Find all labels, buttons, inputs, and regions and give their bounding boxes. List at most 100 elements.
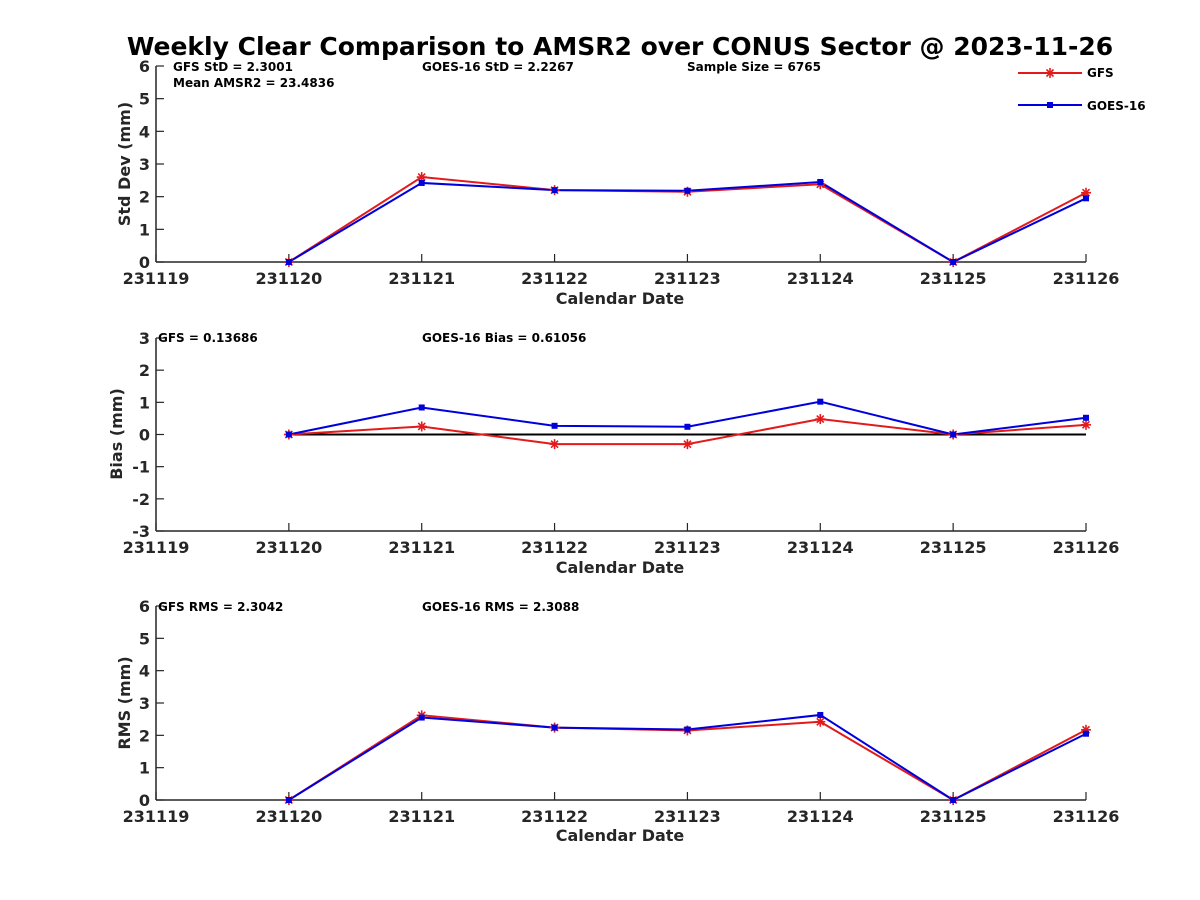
- rms-y-tick-label: 0: [139, 791, 150, 810]
- bias-x-tick-label: 231120: [255, 538, 322, 557]
- rms-y-axis-label: RMS (mm): [115, 656, 134, 749]
- rms-x-tick-label: 231121: [388, 807, 455, 826]
- legend-marker-goes16: [1047, 102, 1053, 108]
- stddev-x-tick-label: 231123: [654, 269, 721, 288]
- stddev-y-tick-label: 0: [139, 253, 150, 272]
- rms-x-tick-label: 231120: [255, 807, 322, 826]
- rms-x-axis-label: Calendar Date: [556, 826, 685, 845]
- stddev-y-tick-label: 4: [139, 122, 150, 141]
- bias-goes-16-point: [1083, 414, 1089, 421]
- stddev-x-tick-label: 231121: [388, 269, 455, 288]
- stddev-y-tick-label: 6: [139, 57, 150, 76]
- stddev-y-tick-label: 3: [139, 155, 150, 174]
- bias-plot-area: 231119 231120 231121 231122 231123 231124 2311…: [123, 329, 1120, 557]
- gfs-std-annotation: GFS StD = 2.3001: [173, 60, 293, 74]
- stddev-x-tick-label: 231119: [123, 269, 190, 288]
- gfs-rms-annotation: GFS RMS = 2.3042: [158, 600, 283, 614]
- rms-goes-16-point: [285, 797, 292, 803]
- stddev-x-axis-label: Calendar Date: [556, 289, 685, 308]
- legend-marker-gfs: [1045, 68, 1055, 78]
- bias-y-tick-label: 2: [139, 361, 150, 380]
- bias-x-tick-label: 231125: [920, 538, 987, 557]
- bias-y-axis-label: Bias (mm): [107, 388, 126, 480]
- sample-size-annotation: Sample Size = 6765: [687, 60, 821, 74]
- rms-y-tick-label: 6: [139, 597, 150, 616]
- bias-x-tick-label: 231121: [388, 538, 455, 557]
- gfs-bias-annotation: GFS = 0.13686: [158, 331, 258, 345]
- bias-gfs-point: [549, 439, 560, 450]
- stddev-goes-16-point: [684, 187, 691, 194]
- stddev-x-tick-label: 231124: [787, 269, 854, 288]
- bias-goes-16-point: [418, 404, 425, 411]
- rms-goes-16-point: [418, 714, 425, 721]
- stddev-y-axis-label: Std Dev (mm): [115, 102, 134, 226]
- rms-y-tick-label: 2: [139, 726, 150, 745]
- rms-x-tick-label: 231124: [787, 807, 854, 826]
- mean-amsr2-annotation: Mean AMSR2 = 23.4836: [173, 76, 334, 90]
- rms-panel: 231119 231120 231121 231122 231123 231124 2311…: [115, 597, 1119, 845]
- bias-goes-16-point: [684, 423, 691, 430]
- rms-x-tick-label: 231126: [1053, 807, 1120, 826]
- bias-gfs-point: [682, 439, 693, 450]
- stddev-goes-16-point: [1083, 195, 1089, 202]
- legend: GFS GOES-16: [1018, 66, 1146, 113]
- stddev-goes-16-point: [285, 259, 292, 265]
- rms-x-tick-label: 231119: [123, 807, 190, 826]
- rms-y-tick-label: 4: [139, 662, 150, 681]
- stddev-goes-16-point: [551, 187, 558, 194]
- rms-goes-16-point: [950, 797, 957, 803]
- bias-x-axis-label: Calendar Date: [556, 558, 685, 577]
- bias-y-tick-label: -2: [132, 490, 150, 509]
- bias-gfs-point: [1081, 419, 1091, 430]
- rms-gfs-point: [815, 716, 826, 727]
- bias-x-tick-label: 231123: [654, 538, 721, 557]
- goes-bias-annotation: GOES-16 Bias = 0.61056: [422, 331, 586, 345]
- figure-title: Weekly Clear Comparison to AMSR2 over CO…: [127, 32, 1113, 61]
- rms-y-tick-label: 5: [139, 629, 150, 648]
- rms-goes-16-point: [1083, 730, 1089, 737]
- rms-x-tick-label: 231123: [654, 807, 721, 826]
- bias-y-tick-label: -3: [132, 522, 150, 541]
- bias-x-tick-label: 231122: [521, 538, 588, 557]
- stddev-gfs-point: [1081, 187, 1091, 198]
- stddev-plot-area: 231119 231120 231121 231122 231123 231124 2311…: [123, 57, 1120, 288]
- stddev-y-tick-label: 2: [139, 188, 150, 207]
- rms-x-tick-label: 231122: [521, 807, 588, 826]
- bias-y-tick-label: -1: [132, 458, 150, 477]
- bias-goes-16-point: [551, 422, 558, 429]
- bias-y-tick-label: 1: [139, 393, 150, 412]
- goes-rms-annotation: GOES-16 RMS = 2.3088: [422, 600, 579, 614]
- bias-goes-16-point: [285, 431, 292, 438]
- bias-goes-16-point: [950, 431, 957, 438]
- bias-gfs-point: [815, 414, 826, 425]
- rms-y-tick-label: 3: [139, 694, 150, 713]
- bias-gfs-point: [416, 421, 427, 432]
- stddev-x-tick-label: 231125: [920, 269, 987, 288]
- stddev-x-tick-label: 231120: [255, 269, 322, 288]
- stddev-goes-16-point: [418, 179, 425, 186]
- stddev-goes-16-point: [817, 178, 824, 185]
- stddev-x-tick-label: 231126: [1053, 269, 1120, 288]
- rms-plot-area: 231119 231120 231121 231122 231123 231124 2311…: [123, 597, 1120, 826]
- rms-y-tick-label: 1: [139, 759, 150, 778]
- rms-goes-16-point: [684, 726, 691, 733]
- legend-marker-gfs-glyph: [1045, 68, 1055, 78]
- bias-panel: 231119 231120 231121 231122 231123 231124 2311…: [107, 329, 1119, 577]
- stddev-y-tick-label: 1: [139, 220, 150, 239]
- rms-x-tick-label: 231125: [920, 807, 987, 826]
- stddev-x-tick-label: 231122: [521, 269, 588, 288]
- stddev-goes-16-point: [950, 259, 957, 265]
- rms-goes-16-point: [817, 711, 824, 718]
- stddev-y-tick-label: 5: [139, 90, 150, 109]
- bias-goes-16-point: [817, 398, 824, 405]
- legend-marker-goes-16-glyph: [1047, 102, 1053, 108]
- rms-goes-16-point: [551, 724, 558, 731]
- legend-label-gfs: GFS: [1087, 66, 1114, 80]
- bias-x-tick-label: 231126: [1053, 538, 1120, 557]
- stddev-panel: 231119 231120 231121 231122 231123 231124 2311…: [115, 57, 1119, 308]
- bias-y-tick-label: 0: [139, 426, 150, 445]
- bias-x-tick-label: 231124: [787, 538, 854, 557]
- legend-label-goes16: GOES-16: [1087, 99, 1146, 113]
- goes-std-annotation: GOES-16 StD = 2.2267: [422, 60, 574, 74]
